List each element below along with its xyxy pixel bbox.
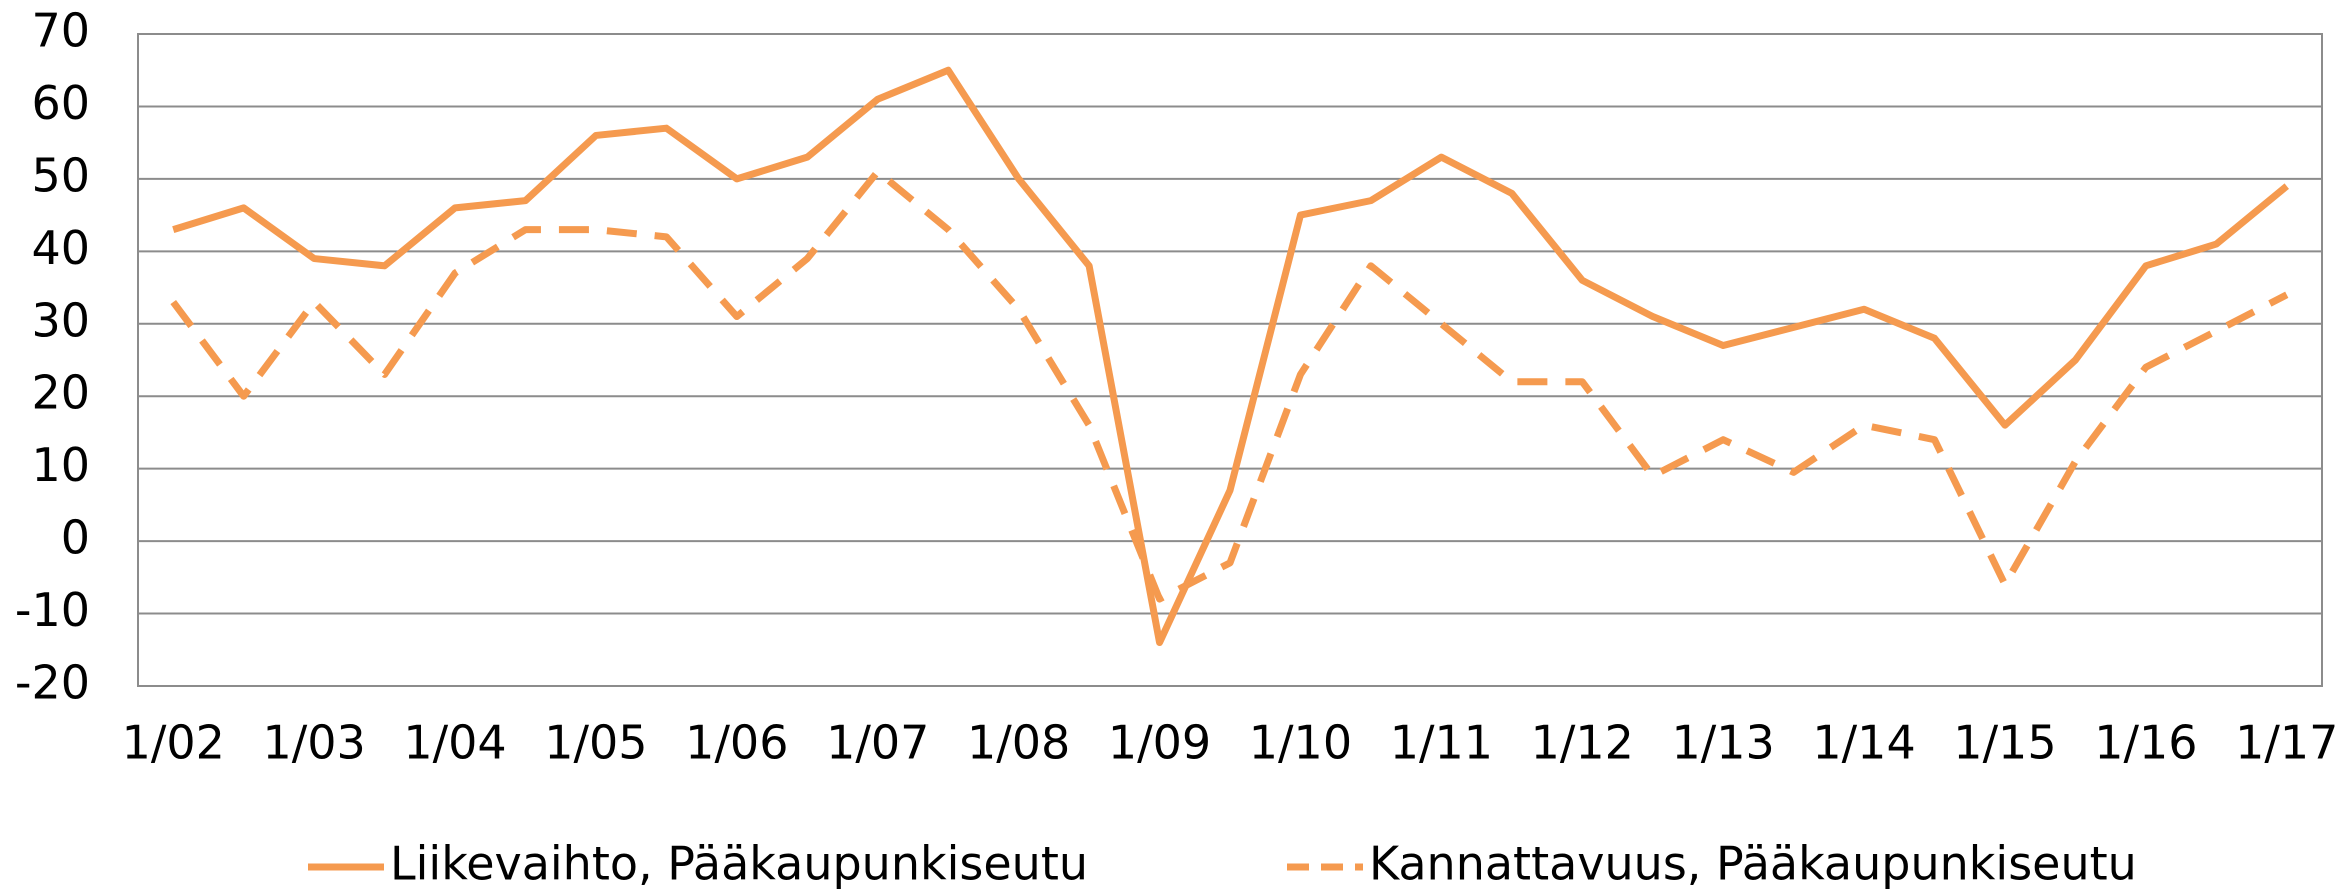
- x-tick-label: 1/07: [826, 716, 929, 770]
- y-tick-label: 70: [31, 4, 90, 58]
- y-tick-label: -10: [15, 583, 90, 637]
- y-tick-label: 40: [31, 221, 90, 275]
- line-series: [172, 66, 2289, 647]
- y-tick-label: 30: [31, 293, 90, 347]
- x-tick-label: 1/09: [1108, 716, 1211, 770]
- y-tick-label: 60: [31, 76, 90, 130]
- x-tick-label: 1/16: [2094, 716, 2197, 770]
- x-tick-label: 1/11: [1390, 716, 1493, 770]
- x-tick-label: 1/12: [1531, 716, 1634, 770]
- x-tick-label: 1/10: [1249, 716, 1352, 770]
- x-tick-label: 1/15: [1953, 716, 2056, 770]
- y-tick-label: 20: [31, 366, 90, 420]
- x-tick-label: 1/02: [122, 716, 225, 770]
- x-tick-label: 1/05: [544, 716, 647, 770]
- x-tick-label: 1/03: [262, 716, 365, 770]
- x-tick-label: 1/04: [403, 716, 506, 770]
- y-tick-label: 0: [61, 511, 90, 565]
- line-series: [170, 168, 2289, 603]
- x-tick-label: 1/06: [685, 716, 788, 770]
- legend-label: Kannattavuus, Pääkaupunkiseutu: [1369, 837, 2137, 891]
- x-tick-label: 1/08: [967, 716, 1070, 770]
- x-tick-label: 1/13: [1672, 716, 1775, 770]
- y-tick-label: -20: [15, 656, 90, 710]
- plot-border: [137, 33, 2323, 687]
- legend-label: Liikevaihto, Pääkaupunkiseutu: [390, 837, 1088, 891]
- x-tick-label: 1/14: [1812, 716, 1915, 770]
- y-tick-label: 10: [31, 438, 90, 492]
- x-tick-label: 1/17: [2235, 716, 2338, 770]
- y-tick-label: 50: [31, 148, 90, 202]
